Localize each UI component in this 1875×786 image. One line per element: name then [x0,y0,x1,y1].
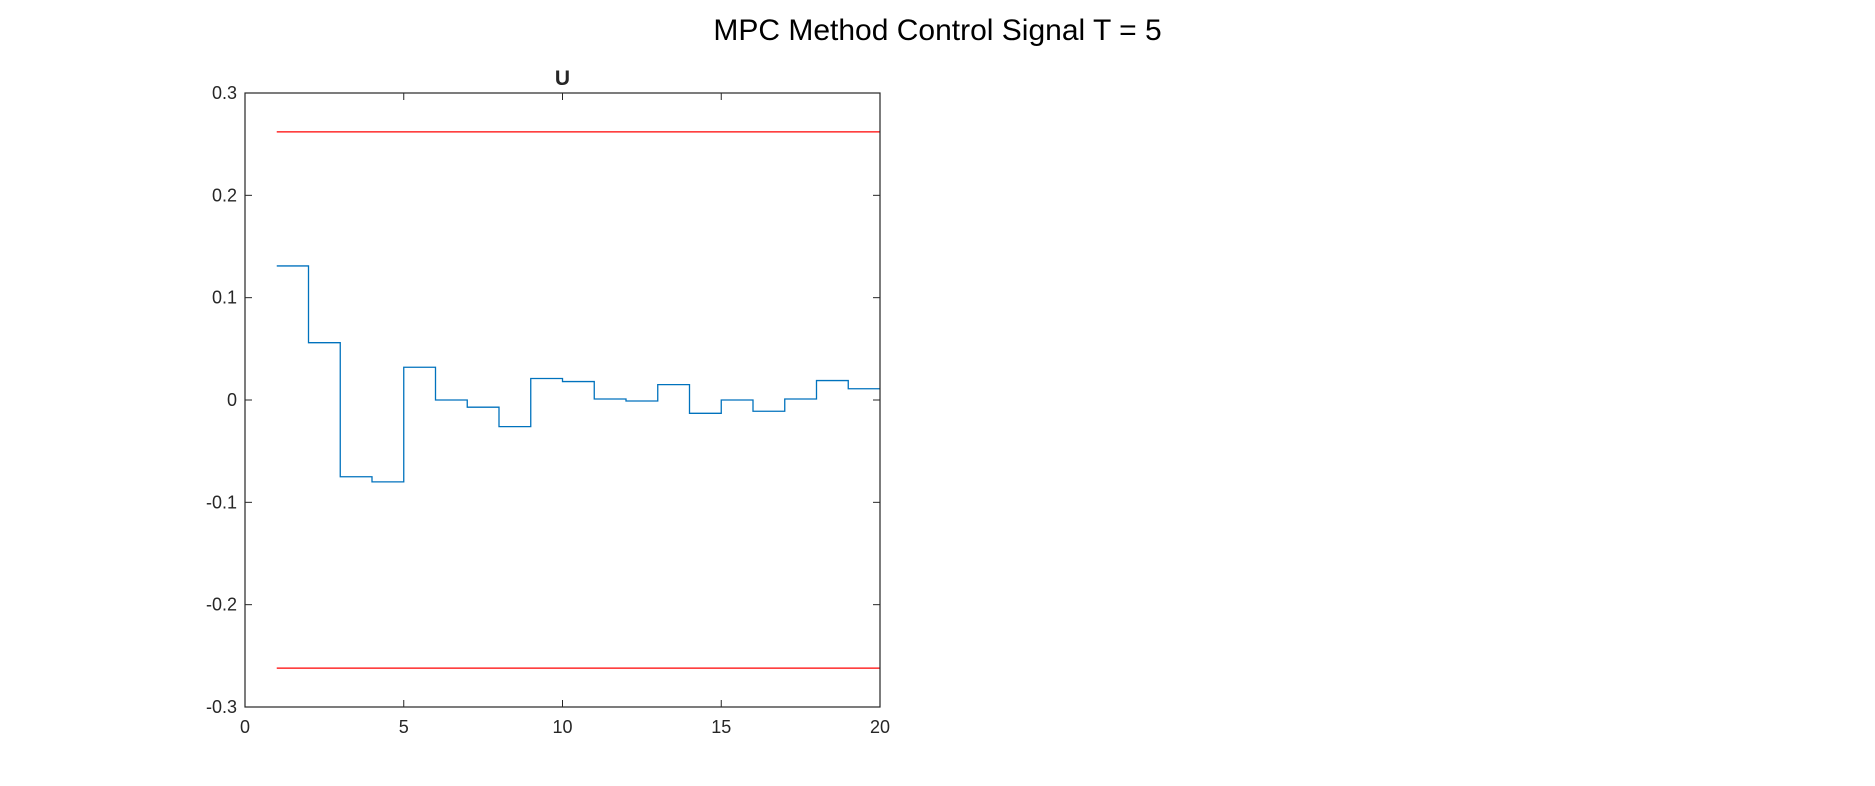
y-tick-label: 0.1 [212,288,237,308]
x-tick-label: 10 [552,717,572,737]
y-tick-label: 0.3 [212,83,237,103]
y-tick-label: -0.3 [206,697,237,717]
series-layer [276,131,880,669]
x-tick-label: 15 [711,717,731,737]
y-tick-label: -0.1 [206,492,237,512]
x-tick-label: 0 [240,717,250,737]
control-signal-line [276,265,880,483]
figure-title: MPC Method Control Signal T = 5 [713,14,1162,47]
x-tick-label: 5 [399,717,409,737]
y-tick-label: 0.2 [212,185,237,205]
axes-title: U [555,67,570,90]
x-tick-label: 20 [870,717,890,737]
y-tick-label: -0.2 [206,595,237,615]
y-tick-label: 0 [227,390,237,410]
tick-layer: 0 5 10 15 20 -0.3 -0.2 -0.1 0 0.1 0.2 0.3 [206,83,890,737]
